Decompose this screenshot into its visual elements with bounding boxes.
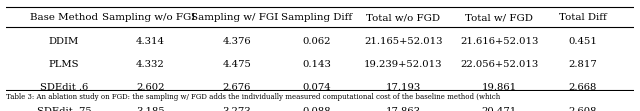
Text: Table 3: An ablation study on FGD: the sampling w/ FGD adds the individually mea: Table 3: An ablation study on FGD: the s… (6, 93, 500, 101)
